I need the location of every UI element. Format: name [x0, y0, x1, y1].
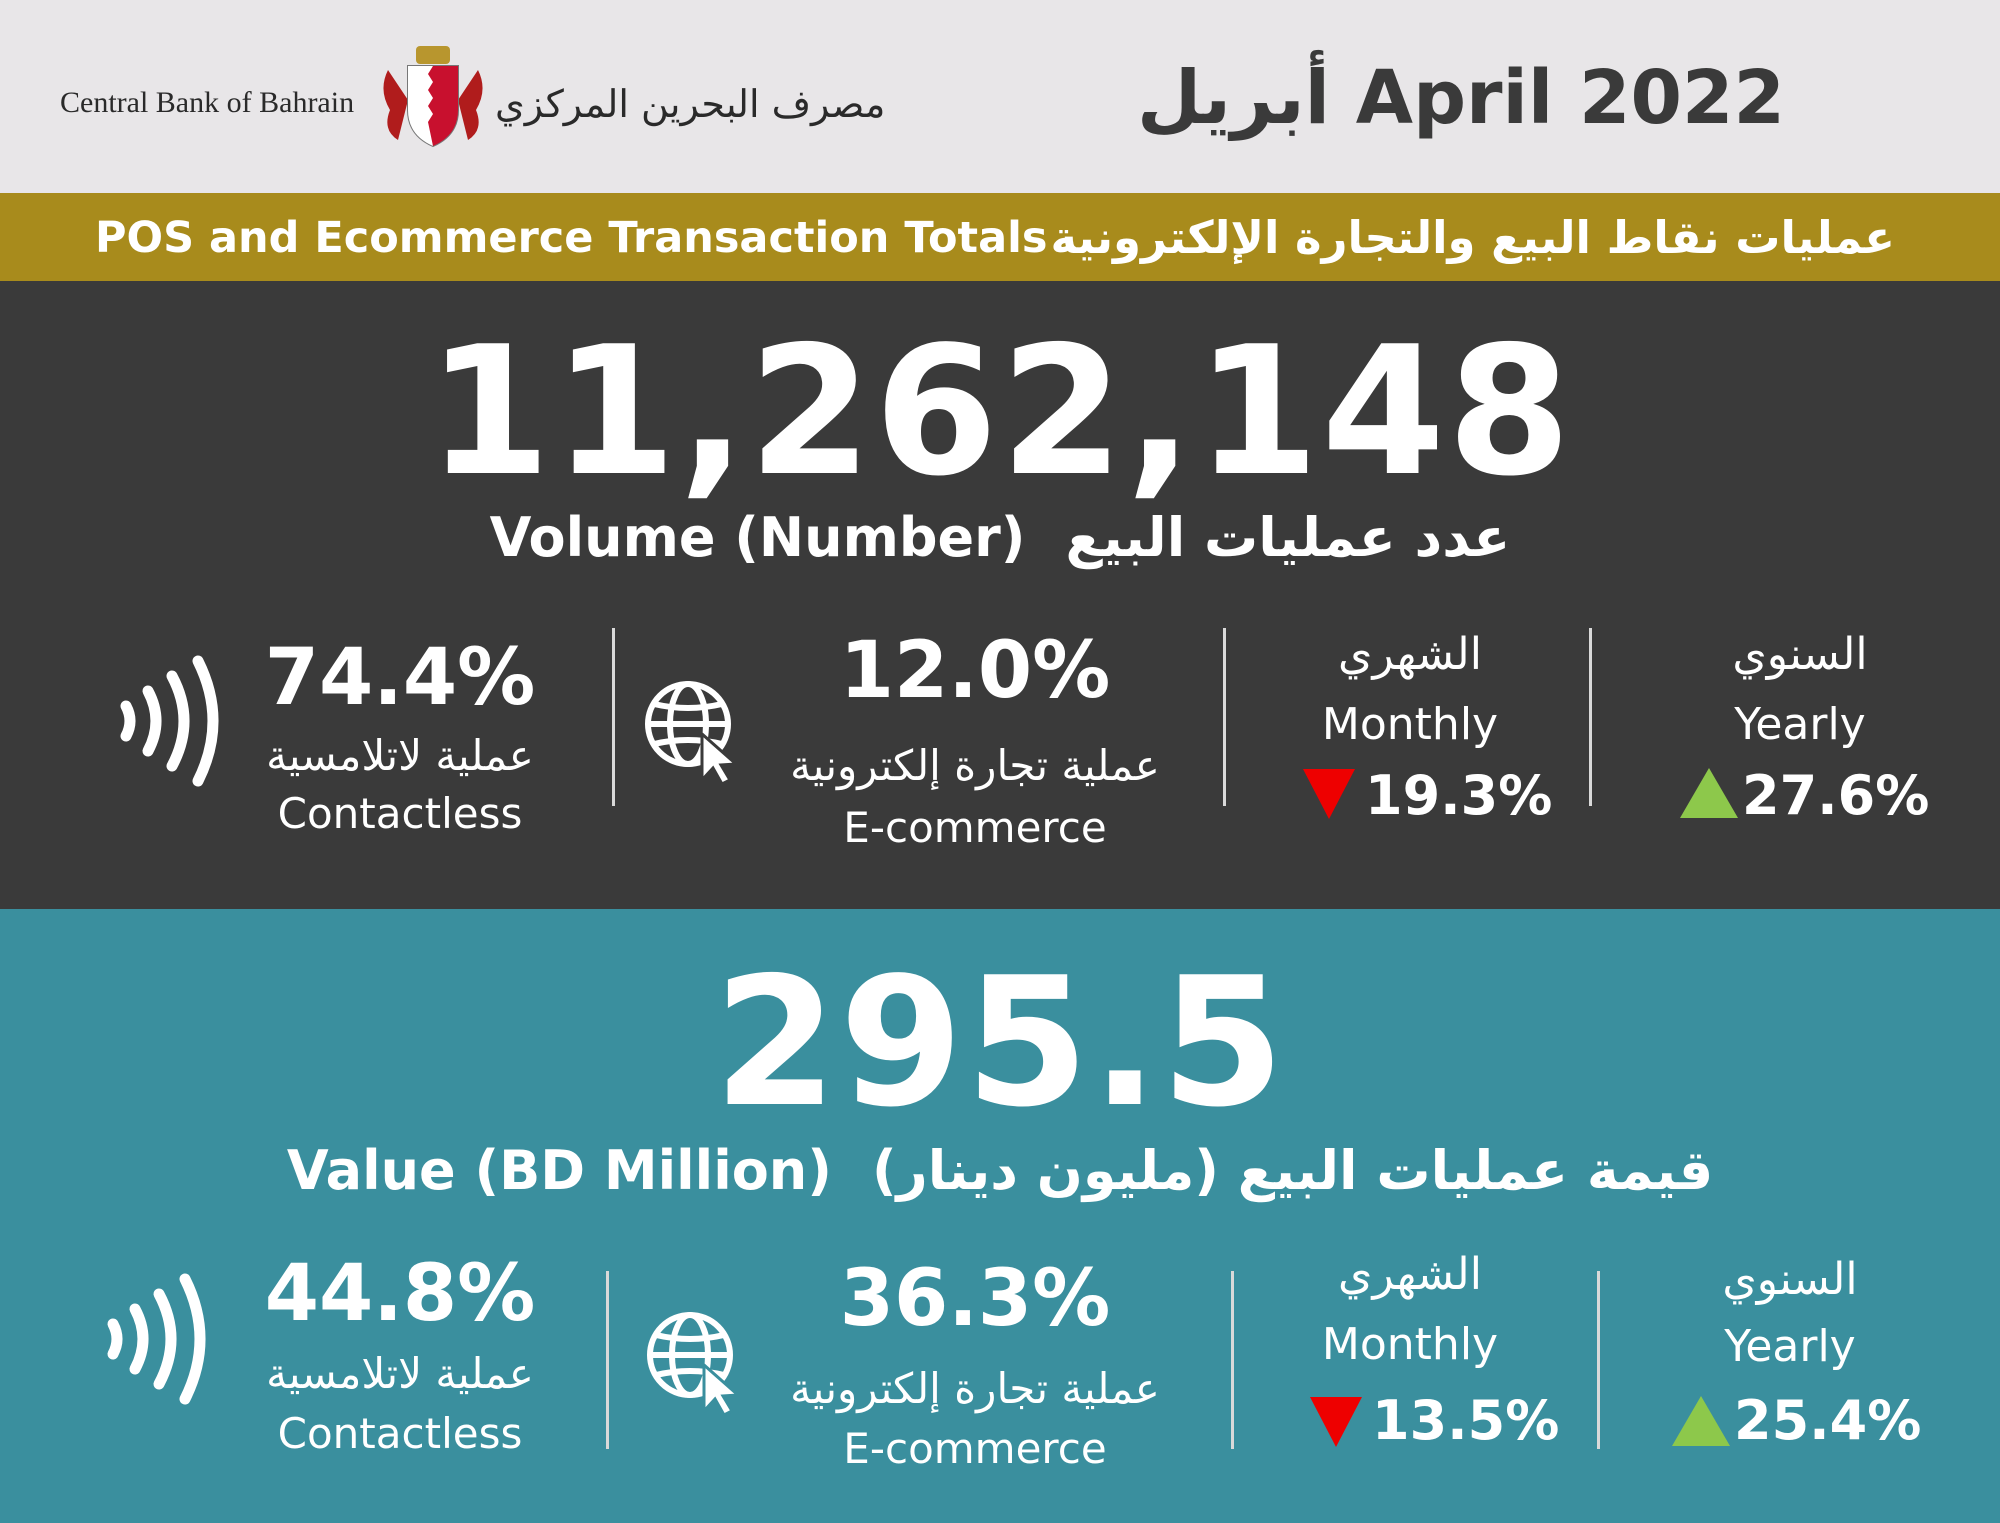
- volume-yearly-value: 27.6%: [1742, 764, 1930, 827]
- bahrain-crest-icon: [378, 40, 488, 150]
- value-contactless-pct: 44.8%: [264, 1249, 536, 1339]
- up-arrow-icon: [1672, 1396, 1730, 1446]
- header: Central Bank of Bahrain مصرف البحرين الم…: [0, 0, 2000, 193]
- value-contactless-label-ar: عملية لاتلامسية: [266, 1349, 534, 1398]
- divider: [606, 1271, 609, 1449]
- value-ecommerce-label-ar: عملية تجارة إلكترونية: [790, 1364, 1160, 1413]
- band-title-en: POS and Ecommerce Transaction Totals: [95, 213, 1048, 263]
- value-label-en: Value (BD Million): [286, 1139, 832, 1202]
- value-ecommerce-label-en: E-commerce: [843, 1424, 1107, 1473]
- volume-contactless-label-ar: عملية لاتلامسية: [266, 731, 534, 780]
- volume-ecommerce-pct: 12.0%: [839, 626, 1111, 716]
- bank-name-ar: مصرف البحرين المركزي: [495, 82, 886, 126]
- volume-contactless-pct: 74.4%: [264, 633, 536, 723]
- value-label: Value (BD Million) قيمة عمليات البيع (ملي…: [0, 1139, 2000, 1202]
- volume-ecommerce-label-en: E-commerce: [843, 803, 1107, 852]
- divider: [612, 628, 615, 806]
- value-monthly-value: 13.5%: [1372, 1389, 1560, 1452]
- divider: [1223, 628, 1226, 806]
- volume-monthly-value: 19.3%: [1365, 764, 1553, 827]
- volume-ecommerce-label-ar: عملية تجارة إلكترونية: [790, 741, 1160, 790]
- volume-contactless-label-en: Contactless: [277, 789, 523, 838]
- contactless-icon: [118, 651, 228, 791]
- value-yearly-label-en: Yearly: [1724, 1321, 1856, 1372]
- divider: [1597, 1271, 1600, 1449]
- value-yearly-label-ar: السنوي: [1722, 1254, 1858, 1305]
- report-date-title: أبريل April 2022: [1137, 55, 1785, 141]
- volume-monthly-label-ar: الشهري: [1338, 629, 1482, 680]
- globe-cursor-icon: [642, 1307, 752, 1417]
- up-arrow-icon: [1680, 768, 1738, 818]
- value-monthly-label-ar: الشهري: [1338, 1249, 1482, 1300]
- band-title-ar: عمليات نقاط البيع والتجارة الإلكترونية: [1050, 211, 1896, 264]
- volume-label-ar: عدد عمليات البيع: [1065, 506, 1511, 569]
- bank-name-en: Central Bank of Bahrain: [60, 86, 355, 119]
- volume-label: Volume (Number) عدد عمليات البيع: [0, 506, 2000, 569]
- volume-label-en: Volume (Number): [489, 506, 1026, 569]
- value-label-ar: قيمة عمليات البيع (مليون دينار): [871, 1139, 1714, 1202]
- down-arrow-icon: [1303, 769, 1355, 819]
- value-contactless-label-en: Contactless: [277, 1409, 523, 1458]
- divider: [1589, 628, 1592, 806]
- volume-total: 11,262,148: [426, 308, 1574, 515]
- value-section: 295.5 Value (BD Million) قيمة عمليات البي…: [0, 909, 2000, 1523]
- value-monthly-label-en: Monthly: [1321, 1319, 1499, 1370]
- contactless-icon: [105, 1269, 215, 1409]
- divider: [1231, 1271, 1234, 1449]
- volume-yearly-label-ar: السنوي: [1732, 629, 1868, 680]
- title-band: POS and Ecommerce Transaction Totals عمل…: [0, 193, 2000, 281]
- volume-yearly-label-en: Yearly: [1734, 699, 1866, 750]
- down-arrow-icon: [1310, 1397, 1362, 1447]
- value-total: 295.5: [713, 939, 1287, 1146]
- value-yearly-value: 25.4%: [1734, 1389, 1922, 1452]
- value-ecommerce-pct: 36.3%: [839, 1254, 1111, 1344]
- volume-monthly-label-en: Monthly: [1321, 699, 1499, 750]
- volume-section: 11,262,148 Volume (Number) عدد عمليات الب…: [0, 281, 2000, 909]
- globe-cursor-icon: [640, 676, 750, 786]
